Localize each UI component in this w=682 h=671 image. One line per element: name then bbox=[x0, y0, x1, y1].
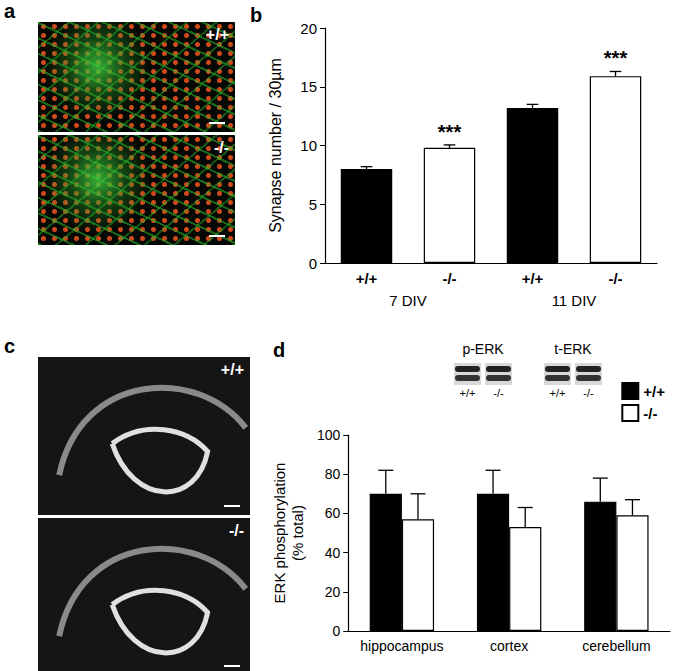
svg-text:5: 5 bbox=[309, 196, 317, 213]
svg-text:+/+: +/+ bbox=[643, 383, 665, 400]
svg-text:10: 10 bbox=[300, 137, 317, 154]
svg-text:100: 100 bbox=[317, 427, 341, 443]
svg-text:Synapse number / 30µm: Synapse number / 30µm bbox=[267, 58, 284, 233]
svg-text:***: *** bbox=[604, 47, 628, 69]
svg-text:20: 20 bbox=[325, 584, 341, 600]
html-text:c: c bbox=[4, 335, 16, 357]
svg-text:***: *** bbox=[438, 121, 462, 143]
html-text:a: a bbox=[4, 0, 16, 22]
svg-text:11 DIV: 11 DIV bbox=[552, 292, 597, 309]
svg-text:0: 0 bbox=[309, 255, 317, 272]
svg-text:+/+: +/+ bbox=[356, 270, 378, 287]
svg-text:7 DIV: 7 DIV bbox=[389, 292, 427, 309]
svg-text:b: b bbox=[250, 4, 262, 26]
svg-text:cerebellum: cerebellum bbox=[582, 638, 650, 654]
svg-text:0: 0 bbox=[332, 623, 340, 639]
html-text:t-ERK: t-ERK bbox=[554, 341, 592, 357]
svg-text:d: d bbox=[273, 339, 285, 361]
svg-text:20: 20 bbox=[300, 20, 317, 37]
svg-text:80: 80 bbox=[325, 466, 341, 482]
svg-text:60: 60 bbox=[325, 505, 341, 521]
svg-text:hippocampus: hippocampus bbox=[360, 638, 443, 654]
svg-text:+/+: +/+ bbox=[522, 270, 544, 287]
svg-text:ERK phosphorylation: ERK phosphorylation bbox=[271, 463, 288, 604]
svg-text:15: 15 bbox=[300, 78, 317, 95]
html-text:p-ERK: p-ERK bbox=[462, 341, 504, 357]
svg-text:-/-: -/- bbox=[442, 270, 456, 287]
svg-text:-/-: -/- bbox=[608, 270, 622, 287]
svg-text:-/-: -/- bbox=[643, 405, 657, 422]
svg-text:cortex: cortex bbox=[490, 638, 528, 654]
svg-text:40: 40 bbox=[325, 545, 341, 561]
svg-text:(% total): (% total) bbox=[289, 505, 306, 561]
